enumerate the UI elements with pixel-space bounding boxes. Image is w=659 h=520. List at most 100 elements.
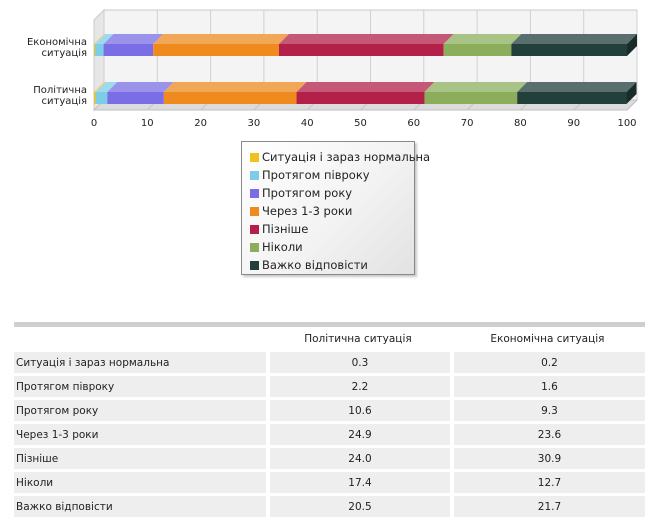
- table-row: Ситуація і зараз нормальна 0.3 0.2: [14, 352, 645, 376]
- table-row: Протягом півроку 2.2 1.6: [14, 376, 645, 400]
- y-category-label: Економічна: [27, 36, 87, 48]
- bar-segment-top: [511, 34, 637, 44]
- legend-item: Через 1-3 роки: [250, 202, 414, 220]
- legend-item: Пізніше: [250, 220, 414, 238]
- legend-label: Ніколи: [262, 240, 303, 254]
- column-header-political: Політична ситуація: [266, 327, 450, 352]
- political-value: 24.9: [266, 424, 450, 448]
- political-value: 24.0: [266, 448, 450, 472]
- bar-segment-top: [94, 82, 106, 92]
- bar-segment: [278, 44, 444, 56]
- bar-segment-top: [278, 34, 454, 44]
- stacked-bar-chart: 0 10 20 30 40 50 60 70 80 90 100Економічнаситуація…: [27, 8, 639, 129]
- bar-segment-top: [153, 34, 289, 44]
- legend-label: Протягом півроку: [262, 168, 370, 182]
- x-tick-label: 30: [248, 118, 261, 129]
- row-label: Важко відповісти: [14, 496, 266, 520]
- bar-segment-top: [443, 34, 522, 44]
- bar-segment: [95, 44, 104, 56]
- bar-segment-top: [95, 34, 114, 44]
- chart-legend: Ситуація і зараз нормальна Протягом півр…: [241, 141, 430, 275]
- bar-segment-top: [517, 82, 637, 92]
- column-header-economic: Економічна ситуація: [449, 327, 645, 352]
- political-value: 17.4: [266, 472, 450, 496]
- bar-segment-top: [296, 82, 435, 92]
- bar-segment-top: [424, 82, 528, 92]
- table-row: Протягом року 10.6 9.3: [14, 400, 645, 424]
- x-tick-label: 40: [301, 118, 314, 129]
- bar-segment: [94, 44, 96, 56]
- legend-label: Важко відповісти: [262, 258, 368, 272]
- table-row: Пізніше 24.0 30.9: [14, 448, 645, 472]
- y-category-label: ситуація: [42, 47, 87, 59]
- legend-swatch: [250, 170, 259, 180]
- gridline-floor: [626, 99, 638, 111]
- row-label: Протягом півроку: [14, 376, 266, 400]
- legend-label: Пізніше: [262, 222, 309, 236]
- bar-segment: [153, 44, 279, 56]
- table-row: Через 1-3 роки 24.9 23.6: [14, 424, 645, 448]
- legend-item: Ніколи: [250, 238, 414, 256]
- political-value: 2.2: [266, 376, 450, 400]
- bar-segment-end: [627, 34, 637, 56]
- legend-swatch: [250, 224, 259, 234]
- y-category-label: ситуація: [42, 95, 87, 107]
- legend-swatch: [250, 260, 259, 270]
- y-category-label: Політична: [33, 84, 87, 96]
- x-tick-label: 0: [91, 118, 97, 129]
- legend-label: Через 1-3 роки: [262, 204, 353, 218]
- table-row: Важко відповісти 20.5 21.7: [14, 496, 645, 520]
- table-top-bar: [14, 322, 645, 327]
- bar-segment: [511, 44, 627, 56]
- economic-value: 1.6: [449, 376, 645, 400]
- bar-segment: [163, 92, 297, 104]
- bar-segment-top: [95, 82, 118, 92]
- economic-value: 30.9: [449, 448, 645, 472]
- row-label: Ситуація і зараз нормальна: [14, 352, 266, 376]
- economic-value: 23.6: [449, 424, 645, 448]
- political-value: 10.6: [266, 400, 450, 424]
- x-tick-label: 20: [194, 118, 207, 129]
- bar-segment: [517, 92, 627, 104]
- bar-segment: [443, 44, 512, 56]
- legend-swatch: [250, 206, 259, 216]
- bar-segment: [94, 92, 96, 104]
- legend-swatch: [250, 152, 259, 162]
- bar-segment: [424, 92, 518, 104]
- legend-item: Протягом півроку: [250, 166, 414, 184]
- row-label: Протягом року: [14, 400, 266, 424]
- table-row: Ніколи 17.4 12.7: [14, 472, 645, 496]
- economic-value: 0.2: [449, 352, 645, 376]
- bar-segment-top: [103, 34, 164, 44]
- bar-segment: [95, 92, 108, 104]
- legend-label: Ситуація і зараз нормальна: [262, 150, 431, 164]
- bar-segment: [107, 92, 164, 104]
- legend-item: Протягом року: [250, 184, 414, 202]
- legend-item: Ситуація і зараз нормальна: [250, 148, 430, 166]
- economic-value: 12.7: [449, 472, 645, 496]
- row-label: Через 1-3 роки: [14, 424, 266, 448]
- x-tick-label: 90: [567, 118, 580, 129]
- political-value: 0.3: [266, 352, 450, 376]
- row-label: Ніколи: [14, 472, 266, 496]
- political-value: 20.5: [266, 496, 450, 520]
- bar-segment-top: [107, 82, 174, 92]
- legend-item: Важко відповісти: [250, 256, 414, 274]
- x-tick-label: 80: [514, 118, 527, 129]
- x-tick-label: 10: [141, 118, 154, 129]
- bar-segment-top: [94, 34, 106, 44]
- bar-segment-end: [626, 82, 637, 104]
- economic-value: 9.3: [449, 400, 645, 424]
- legend-swatch: [250, 188, 259, 198]
- x-tick-label: 60: [407, 118, 420, 129]
- bar-segment: [296, 92, 425, 104]
- bar-segment-top: [163, 82, 307, 92]
- table-header-row: Політична ситуація Економічна ситуація: [14, 327, 645, 352]
- x-tick-label: 70: [461, 118, 474, 129]
- bar-segment: [103, 44, 154, 56]
- x-tick-label: 100: [617, 118, 636, 129]
- x-tick-label: 50: [354, 118, 367, 129]
- column-header-empty: [14, 327, 266, 352]
- legend-swatch: [250, 242, 259, 252]
- data-table: Політична ситуація Економічна ситуація С…: [14, 322, 645, 520]
